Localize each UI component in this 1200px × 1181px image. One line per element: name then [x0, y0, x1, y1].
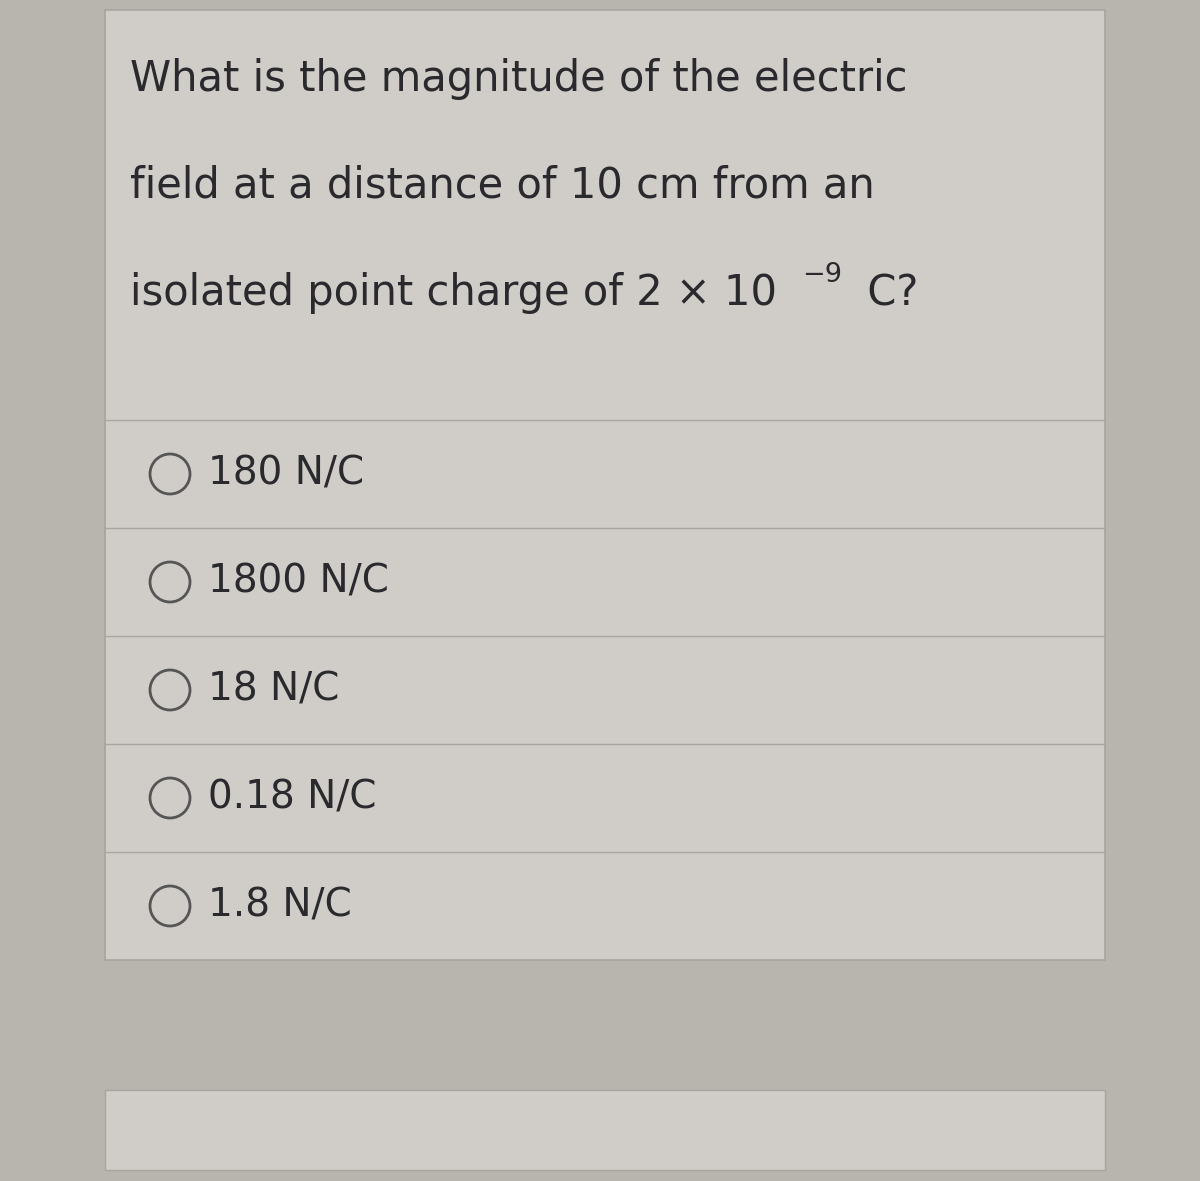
Text: What is the magnitude of the electric: What is the magnitude of the electric	[130, 58, 907, 100]
Text: 180 N/C: 180 N/C	[208, 455, 364, 492]
Bar	[106, 9, 1105, 960]
Text: −9: −9	[802, 262, 842, 288]
Text: 0.18 N/C: 0.18 N/C	[208, 779, 377, 817]
Text: 18 N/C: 18 N/C	[208, 671, 340, 709]
Text: 1800 N/C: 1800 N/C	[208, 563, 389, 601]
Text: C?: C?	[854, 272, 918, 314]
Text: isolated point charge of 2 × 10: isolated point charge of 2 × 10	[130, 272, 778, 314]
Bar	[106, 1090, 1105, 1170]
Text: field at a distance of 10 cm from an: field at a distance of 10 cm from an	[130, 165, 875, 207]
Text: 1.8 N/C: 1.8 N/C	[208, 887, 352, 925]
